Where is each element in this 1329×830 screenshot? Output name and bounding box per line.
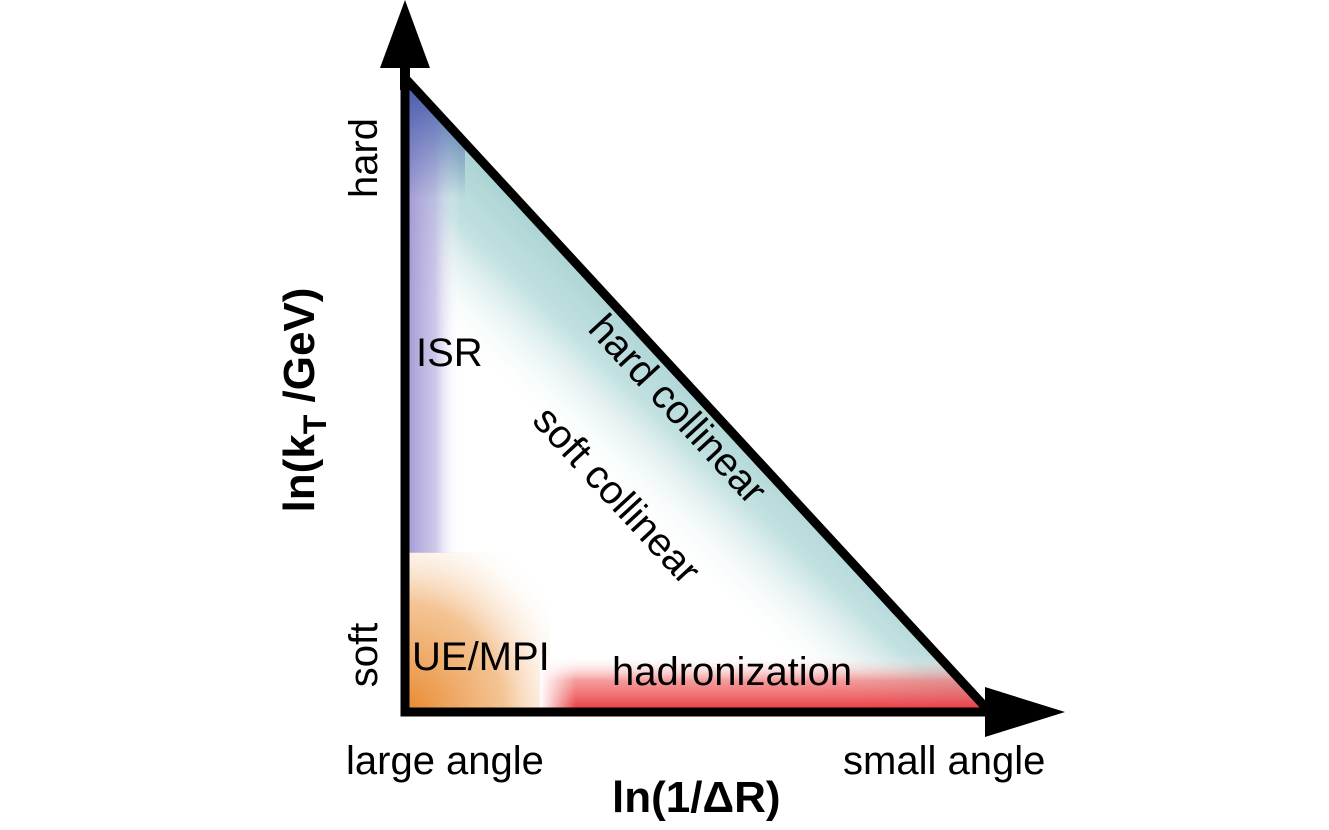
y-axis-title-subscript: T <box>297 414 333 434</box>
y-axis-title: ln(kT /GeV) <box>275 288 333 513</box>
hadronization-label: hadronization <box>612 650 852 694</box>
y-axis-arrowhead <box>380 0 430 68</box>
y-axis-title-prefix: ln(k <box>275 434 324 513</box>
y-high-label: hard <box>342 118 386 198</box>
x-low-label: large angle <box>346 739 544 783</box>
x-axis-title: ln(1/ΔR) <box>612 773 781 822</box>
y-axis-stem <box>400 60 410 90</box>
x-high-label: small angle <box>843 739 1045 783</box>
isr-label: ISR <box>416 331 483 375</box>
hypotenuse-line <box>400 73 993 715</box>
y-axis-title-suffix: /GeV) <box>275 288 324 415</box>
hadronization-fade <box>540 655 990 712</box>
triangle-outline <box>400 78 990 717</box>
x-axis-arrowhead <box>985 687 1065 737</box>
y-low-label: soft <box>342 623 386 687</box>
ue-mpi-region <box>405 552 550 712</box>
ue-mpi-label: UE/MPI <box>412 635 550 679</box>
